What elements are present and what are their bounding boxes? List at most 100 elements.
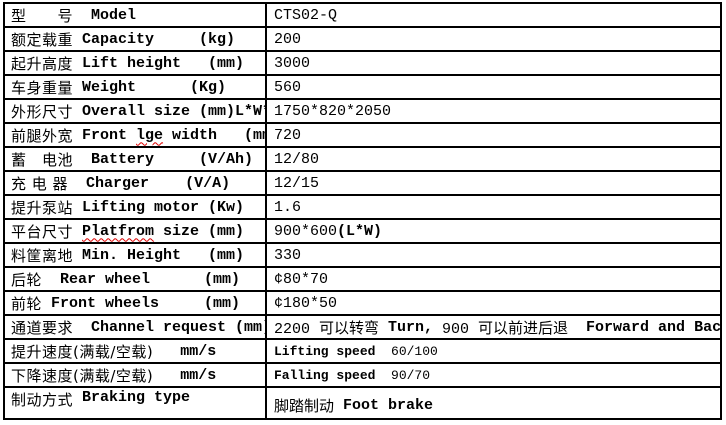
value-bold-text: Lifting speed bbox=[274, 343, 376, 359]
label-chinese: 料筐离地 bbox=[11, 246, 74, 265]
table-row: 料筐离地 Min. Height (mm) 330 bbox=[5, 244, 720, 268]
value-text: 900*600 bbox=[274, 222, 338, 240]
value-bold-text-2: Forward and Backward bbox=[586, 318, 720, 336]
spec-value-cell: 900*600 (L*W) bbox=[267, 220, 720, 242]
table-row: 前腿外宽 Front lge width (mm) 720 bbox=[5, 124, 720, 148]
label-english: Channel request (mm) bbox=[73, 318, 267, 336]
label-english: Overall size (mm)L*W*H bbox=[73, 102, 267, 120]
spec-value-cell: ¢180*50 bbox=[267, 292, 720, 314]
table-row: 后轮 Rear wheel (mm) ¢80*70 bbox=[5, 268, 720, 292]
table-row: 平台尺寸 Platfrom size (mm) 900*600 (L*W) bbox=[5, 220, 720, 244]
spec-label-cell: 额定载重 Capacity (kg) bbox=[5, 28, 267, 50]
spec-value-cell: 720 bbox=[267, 124, 720, 146]
label-chinese: 下降速度(满载/空载) bbox=[11, 366, 154, 385]
table-row: 制动方式 Braking type 脚踏制动 Foot brake bbox=[5, 388, 720, 418]
table-row: 外形尺寸 Overall size (mm)L*W*H 1750*820*205… bbox=[5, 100, 720, 124]
label-chinese: 前腿外宽 bbox=[11, 126, 74, 145]
spec-label-cell: 平台尺寸 Platfrom size (mm) bbox=[5, 220, 267, 242]
spec-label-cell: 车身重量 Weight (Kg) bbox=[5, 76, 267, 98]
label-chinese: 平台尺寸 bbox=[11, 222, 74, 241]
spec-label-cell: 前轮 Front wheels (mm) bbox=[5, 292, 267, 314]
spec-label-cell: 通道要求 Channel request (mm) bbox=[5, 316, 267, 338]
spec-value-cell: 330 bbox=[267, 244, 720, 266]
spec-label-cell: 外形尺寸 Overall size (mm)L*W*H bbox=[5, 100, 267, 122]
spec-label-cell: 蓄 电池 Battery (V/Ah) bbox=[5, 148, 267, 170]
value-text: ¢80*70 bbox=[274, 270, 329, 288]
spec-label-cell: 制动方式 Braking type bbox=[5, 388, 267, 418]
spec-value-cell: 3000 bbox=[267, 52, 720, 74]
table-row: 前轮 Front wheels (mm) ¢180*50 bbox=[5, 292, 720, 316]
label-english-misspelled: lge bbox=[136, 126, 164, 144]
spec-value-cell: 560 bbox=[267, 76, 720, 98]
label-english: Capacity (kg) bbox=[73, 30, 236, 48]
table-row: 提升泵站 Lifting motor (Kw) 1.6 bbox=[5, 196, 720, 220]
label-english: Charger (V/A) bbox=[68, 174, 231, 192]
label-english: mm/s bbox=[153, 366, 217, 384]
label-english: Braking type bbox=[73, 389, 191, 406]
label-chinese: 充 电 器 bbox=[11, 174, 69, 193]
table-row: 提升速度(满载/空载) mm/s Lifting speed 60/100 bbox=[5, 340, 720, 364]
value-text: ¢180*50 bbox=[274, 294, 338, 312]
label-english: Lifting motor (Kw) bbox=[73, 198, 245, 216]
spec-value-cell: CTS02-Q bbox=[267, 4, 720, 26]
value-text: 200 bbox=[274, 30, 302, 48]
label-english bbox=[73, 223, 82, 240]
value-text: 3000 bbox=[274, 54, 311, 72]
label-chinese: 通道要求 bbox=[11, 318, 74, 337]
value-text: 脚踏制动 bbox=[274, 398, 344, 416]
table-row: 车身重量 Weight (Kg) 560 bbox=[5, 76, 720, 100]
label-english: Min. Height (mm) bbox=[73, 246, 245, 264]
spec-label-cell: 料筐离地 Min. Height (mm) bbox=[5, 244, 267, 266]
table-row: 充 电 器 Charger (V/A) 12/15 bbox=[5, 172, 720, 196]
spec-label-cell: 下降速度(满载/空载) mm/s bbox=[5, 364, 267, 386]
label-english: mm/s bbox=[153, 342, 217, 360]
spec-value-cell: 200 bbox=[267, 28, 720, 50]
spec-label-cell: 提升泵站 Lifting motor (Kw) bbox=[5, 196, 267, 218]
label-chinese: 起升高度 bbox=[11, 54, 74, 73]
table-row: 型 号 Model CTS02-Q bbox=[5, 4, 720, 28]
spec-value-cell: Lifting speed 60/100 bbox=[267, 340, 720, 362]
label-english: Lift height (mm) bbox=[73, 54, 245, 72]
spec-value-cell: 1.6 bbox=[267, 196, 720, 218]
value-text: 1.6 bbox=[274, 198, 302, 216]
label-english-misspelled: Platfrom bbox=[82, 222, 155, 240]
value-text: 12/80 bbox=[274, 150, 320, 168]
label-english: Front wheels (mm) bbox=[42, 294, 241, 312]
spec-value-cell: 12/15 bbox=[267, 172, 720, 194]
label-english-unit: width (mm) bbox=[172, 126, 265, 144]
table-row: 通道要求 Channel request (mm) 2200 可以转弯 Turn… bbox=[5, 316, 720, 340]
label-chinese: 蓄 电池 bbox=[11, 150, 74, 169]
value-bold-text: Turn, bbox=[388, 318, 434, 336]
label-chinese: 制动方式 bbox=[11, 391, 74, 409]
table-row: 起升高度 Lift height (mm) 3000 bbox=[5, 52, 720, 76]
spec-label-cell: 后轮 Rear wheel (mm) bbox=[5, 268, 267, 290]
value-bold-text: (L*W) bbox=[337, 222, 383, 240]
label-english: Battery (V/Ah) bbox=[73, 150, 254, 168]
label-chinese: 提升速度(满载/空载) bbox=[11, 342, 154, 361]
spec-label-cell: 充 电 器 Charger (V/A) bbox=[5, 172, 267, 194]
label-english-unit: size (mm) bbox=[154, 222, 245, 240]
label-chinese: 提升泵站 bbox=[11, 198, 74, 217]
value-text: CTS02-Q bbox=[274, 6, 338, 24]
value-bold-text: Foot brake bbox=[343, 396, 434, 414]
value-text: 12/15 bbox=[274, 174, 320, 192]
spec-value-cell: Falling speed 90/70 bbox=[267, 364, 720, 386]
value-text-2: 900 可以前进后退 bbox=[433, 320, 587, 338]
label-english: Front bbox=[73, 126, 137, 144]
value-text: 720 bbox=[274, 126, 302, 144]
spec-value-cell: 12/80 bbox=[267, 148, 720, 170]
spec-label-cell: 提升速度(满载/空载) mm/s bbox=[5, 340, 267, 362]
value-text: 330 bbox=[274, 246, 302, 264]
table-row: 下降速度(满载/空载) mm/s Falling speed 90/70 bbox=[5, 364, 720, 388]
spec-label-cell: 前腿外宽 Front lge width (mm) bbox=[5, 124, 267, 146]
value-text: 1750*820*2050 bbox=[274, 102, 392, 120]
spec-label-cell: 型 号 Model bbox=[5, 4, 267, 26]
label-english: Weight (Kg) bbox=[73, 78, 227, 96]
label-chinese: 后轮 bbox=[11, 270, 43, 289]
value-bold-text: Falling speed bbox=[274, 367, 376, 383]
label-chinese: 前轮 bbox=[11, 294, 43, 313]
spec-value-cell: 2200 可以转弯 Turn, 900 可以前进后退 Forward and B… bbox=[267, 316, 720, 338]
value-text: 2200 可以转弯 bbox=[274, 320, 389, 338]
label-chinese: 型 号 bbox=[11, 6, 74, 25]
spec-table: 型 号 Model CTS02-Q 额定载重 Capacity (kg) 200… bbox=[3, 2, 722, 420]
